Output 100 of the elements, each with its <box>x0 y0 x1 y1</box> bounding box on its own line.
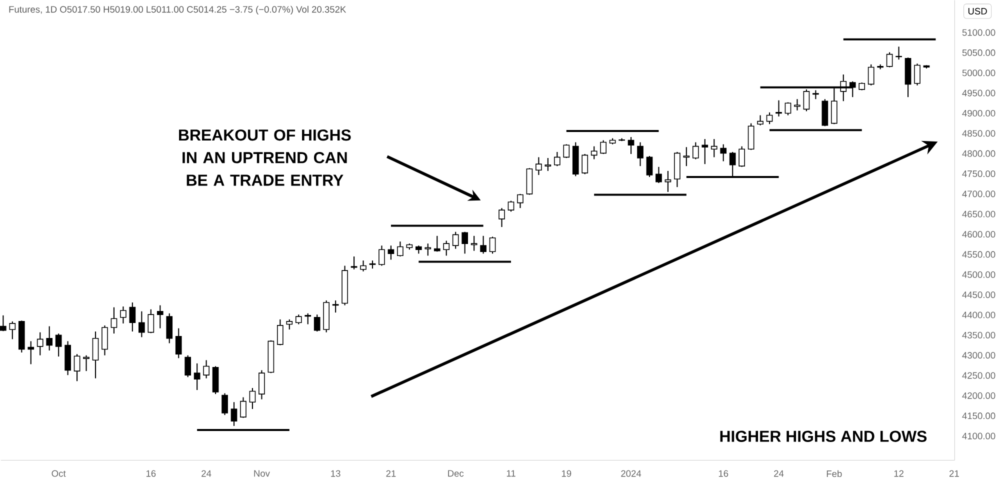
candlestick <box>646 155 653 178</box>
candlestick <box>452 231 459 250</box>
candlestick <box>397 240 404 257</box>
x-tick-label: Dec <box>448 470 464 476</box>
candlestick <box>314 314 320 332</box>
candlestick <box>120 306 126 324</box>
candlestick <box>249 387 256 410</box>
x-tick-label: Oct <box>52 470 66 477</box>
candlestick <box>295 314 302 325</box>
candlestick <box>286 318 293 330</box>
y-tick-label: 4900.00 <box>962 110 996 116</box>
candlestick <box>628 136 634 154</box>
candlestick <box>230 401 238 426</box>
y-tick-label: 5000.00 <box>962 69 996 76</box>
y-axis-title: USD <box>968 8 987 14</box>
candlestick <box>868 64 874 86</box>
y-tick-label: 4500.00 <box>962 271 996 278</box>
candlestick <box>175 328 182 358</box>
candlestick <box>138 310 145 338</box>
x-tick-label: 21 <box>949 470 959 476</box>
candlestick <box>489 236 496 254</box>
candlestick <box>582 153 588 174</box>
candlestick <box>702 138 708 164</box>
y-tick-label: 4600.00 <box>962 230 996 238</box>
candlestick <box>184 354 192 378</box>
candlestick <box>194 362 200 390</box>
x-tick-label: Feb <box>826 470 842 477</box>
y-tick-label: 4350.00 <box>962 332 996 338</box>
y-tick-label: 4550.00 <box>962 250 996 258</box>
candlestick <box>462 231 468 254</box>
candlestick <box>258 369 265 400</box>
y-tick-label: 5050.00 <box>962 49 996 56</box>
candlestick <box>9 320 16 340</box>
candlestick <box>83 354 90 372</box>
x-tick-label: 24 <box>202 470 212 476</box>
candlestick <box>517 193 524 208</box>
x-tick-label: 16 <box>146 470 156 477</box>
y-tick-label: 4650.00 <box>962 210 996 218</box>
x-tick-label: 12 <box>894 470 904 476</box>
candlestick <box>794 98 800 111</box>
candlestick <box>129 302 136 332</box>
candlestick <box>350 256 358 270</box>
candlestick <box>304 312 312 325</box>
y-tick-label: 4850.00 <box>962 130 996 136</box>
candlestick <box>748 122 754 150</box>
y-tick-label: 4150.00 <box>962 412 996 419</box>
candlestick <box>28 340 34 364</box>
x-tick-label: 13 <box>331 470 340 477</box>
candlestick <box>637 142 644 166</box>
x-tick-label: Nov <box>254 470 270 476</box>
candlestick <box>656 166 662 184</box>
candlestick <box>692 142 699 160</box>
candlestick <box>480 235 486 254</box>
candlestick <box>536 156 542 176</box>
candlestick <box>434 235 440 252</box>
candlestick <box>46 326 53 351</box>
candlestick <box>498 207 505 228</box>
x-tick-label: 16 <box>718 470 728 477</box>
candlestick <box>554 151 560 166</box>
candlestick <box>203 359 210 379</box>
candlestick <box>766 112 773 124</box>
candlestick <box>600 140 606 154</box>
candlestick <box>710 138 718 158</box>
candlestick <box>896 46 902 60</box>
y-tick-label: 4700.00 <box>962 190 996 197</box>
candlestick <box>590 146 598 160</box>
candlestick <box>757 114 764 126</box>
candlestick <box>148 308 154 334</box>
candlestick <box>443 240 450 256</box>
x-tick-label: 21 <box>386 470 396 476</box>
x-tick-label: 11 <box>506 470 516 476</box>
candlestick <box>55 332 62 357</box>
annotation: Futures, 1D O5017.50 H5019.00 L5011.00 C5014.25 −3.75 (−0.07%) Vol 20.352K <box>9 6 346 14</box>
candlestick <box>102 324 108 356</box>
y-tick-label: 4300.00 <box>962 352 996 358</box>
x-tick-label: 2024 <box>621 470 642 477</box>
x-tick-label: 19 <box>562 470 572 477</box>
candlestick <box>738 146 745 168</box>
y-tick-label: 4250.00 <box>962 372 996 379</box>
candlestick <box>156 304 164 329</box>
candlestick <box>563 144 570 158</box>
candlestick <box>166 312 173 344</box>
candlestick <box>683 146 690 166</box>
y-tick-label: 4450.00 <box>962 291 996 298</box>
candlestick <box>784 102 792 116</box>
y-tick-label: 4950.00 <box>962 90 996 96</box>
y-tick-label: 4750.00 <box>962 170 996 177</box>
candlestick <box>378 244 385 266</box>
candlestick <box>388 244 394 260</box>
candlestick <box>776 100 782 117</box>
y-tick-label: 4200.00 <box>962 392 996 399</box>
candlestick <box>74 353 80 382</box>
annotation: HIGHER HIGHS AND LOWS <box>720 430 927 442</box>
candlestick <box>544 157 552 172</box>
candlestick <box>36 332 44 356</box>
candlestick <box>360 260 366 272</box>
candlestick <box>110 306 118 334</box>
candlestick <box>720 144 727 162</box>
candlestick <box>914 62 920 86</box>
y-tick-label: 4400.00 <box>962 311 996 318</box>
